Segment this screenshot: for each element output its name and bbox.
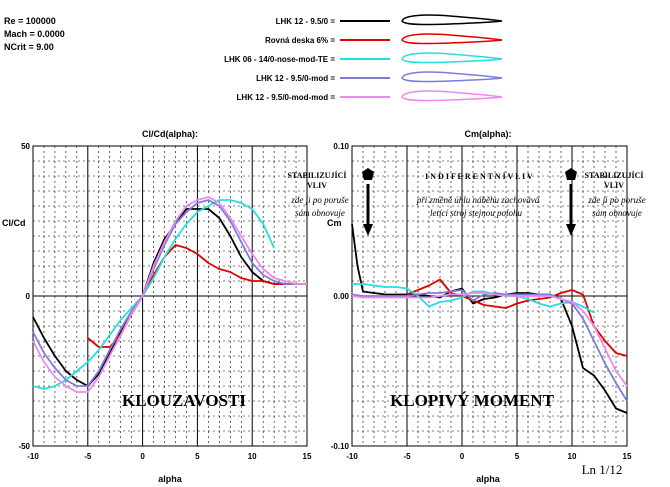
note-indifferent: I N D I F E R E N T N Í V L I V při změn… bbox=[416, 171, 540, 218]
right-series-line-modmod bbox=[351, 292, 628, 387]
footer-label: Ln 1/12 bbox=[582, 462, 623, 477]
right-title: Cm(alpha): bbox=[465, 129, 512, 139]
indif-line2: letící stroj stejnou polohu bbox=[430, 208, 522, 218]
chart-right: Cm(alpha): -10 -5 0 5 10 15 0.10 0.00 -0.10 Cm a… bbox=[288, 129, 646, 484]
stab-right-title: STABILIZUJÍCÍ bbox=[585, 170, 644, 180]
legend-label: LHK 12 - 9.5/0-mod = bbox=[256, 74, 335, 83]
left-xlabel: alpha bbox=[158, 474, 183, 484]
ncrit-label: NCrit = 9.00 bbox=[4, 42, 54, 52]
left-xtick: 15 bbox=[303, 452, 312, 461]
left-ytick: -50 bbox=[18, 442, 30, 451]
right-xlabel: alpha bbox=[476, 474, 501, 484]
right-xtick: -5 bbox=[403, 452, 411, 461]
right-xtick: -10 bbox=[346, 452, 358, 461]
stab-right-line2: sám obnovuje bbox=[592, 208, 642, 218]
right-series-line-deska bbox=[406, 278, 628, 357]
left-xtick: 0 bbox=[140, 452, 145, 461]
legend-airfoil-icon bbox=[401, 33, 503, 45]
right-ylabel: Cm bbox=[327, 218, 342, 228]
right-series bbox=[351, 223, 628, 414]
right-xtick: 5 bbox=[515, 452, 520, 461]
right-series-line-lhk12 bbox=[351, 223, 628, 414]
legend-label: LHK 06 - 14/0-nose-mod-TE = bbox=[224, 55, 335, 64]
stab-left-title: STABILIZUJÍCÍ bbox=[288, 170, 347, 180]
left-ytick: 50 bbox=[21, 142, 30, 151]
left-series-line-mod bbox=[32, 199, 307, 387]
right-tick-labels: -10 -5 0 5 10 15 0.10 0.00 -0.10 bbox=[331, 142, 632, 461]
mach-label: Mach = 0.0000 bbox=[4, 29, 65, 39]
legend-airfoil-icon bbox=[401, 14, 503, 26]
legend-label: Rovná deska 6% = bbox=[265, 36, 335, 45]
left-series-line-lhk06 bbox=[32, 199, 275, 390]
indif-title: I N D I F E R E N T N Í V L I V bbox=[425, 171, 533, 181]
left-xtick: 5 bbox=[195, 452, 200, 461]
left-annotation: KLOUZAVOSTI bbox=[122, 391, 246, 410]
note-stab-right: STABILIZUJÍCÍ VLIV zde ji po poruše sám … bbox=[565, 168, 646, 236]
legend-airfoil-icon bbox=[401, 90, 503, 102]
right-ytick: -0.10 bbox=[331, 442, 350, 451]
stab-left-title2: VLIV bbox=[307, 181, 327, 190]
arrow-right-head bbox=[566, 224, 576, 236]
left-ytick: 0 bbox=[26, 292, 31, 301]
left-title: Cl/Cd(alpha): bbox=[142, 129, 198, 139]
left-xtick: -5 bbox=[84, 452, 92, 461]
left-series bbox=[32, 196, 307, 393]
left-frame bbox=[32, 145, 308, 447]
left-xtick: 10 bbox=[248, 452, 257, 461]
right-annotation: KLOPIVÝ MOMENT bbox=[390, 391, 555, 410]
note-stab-left: STABILIZUJÍCÍ VLIV zde ji po poruše sám … bbox=[288, 168, 374, 236]
left-series-line-modmod bbox=[32, 196, 307, 393]
indif-line1: při změně úhlu náběhu zachovává bbox=[416, 195, 540, 205]
left-ylabel: Cl/Cd bbox=[2, 218, 26, 228]
right-xtick: 15 bbox=[623, 452, 632, 461]
legend-airfoil-icon bbox=[401, 52, 503, 64]
pentagon-marker-right bbox=[565, 168, 577, 180]
legend: LHK 12 - 9.5/0 = Rovná deska 6% = LHK 06 -… bbox=[224, 14, 503, 102]
stab-right-line1: zde ji po poruše bbox=[587, 195, 645, 205]
right-xtick: 0 bbox=[460, 452, 465, 461]
stab-left-line2: sám obnovuje bbox=[295, 208, 345, 218]
legend-label: LHK 12 - 9.5/0 = bbox=[276, 17, 336, 26]
legend-airfoil-icon bbox=[401, 71, 503, 83]
left-xtick: -10 bbox=[27, 452, 39, 461]
re-label: Re = 100000 bbox=[4, 16, 56, 26]
right-ytick: 0.00 bbox=[333, 292, 349, 301]
pentagon-marker-left bbox=[362, 168, 374, 180]
right-grid bbox=[351, 146, 628, 446]
right-ytick: 0.10 bbox=[333, 142, 349, 151]
stab-right-title2: VLIV bbox=[604, 181, 624, 190]
stab-left-line1: zde ji po poruše bbox=[290, 195, 348, 205]
legend-label: LHK 12 - 9.5/0-mod-mod = bbox=[237, 93, 336, 102]
right-xtick: 10 bbox=[568, 452, 577, 461]
right-series-line-lhk06 bbox=[352, 283, 595, 314]
arrow-left-head bbox=[363, 224, 373, 236]
